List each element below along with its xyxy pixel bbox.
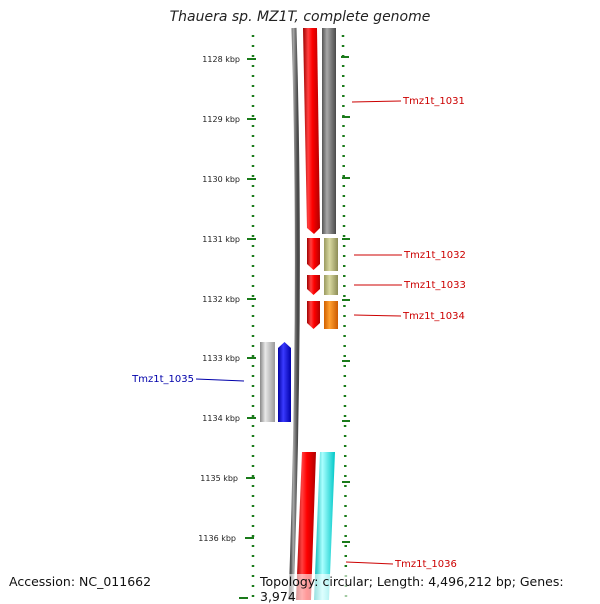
gene-feature-tmz1t-1035[interactable] [278, 342, 291, 422]
tick-label: 1136 kbp [198, 534, 236, 543]
callout-line [351, 100, 402, 103]
cds-feature-tmz1t-1033[interactable] [324, 275, 338, 295]
gene-label-tmz1t-1031[interactable]: Tmz1t_1031 [402, 96, 465, 107]
accession-text: Accession: NC_011662 [9, 574, 152, 589]
cds-feature-tmz1t-1036[interactable] [314, 452, 335, 600]
tick-label: 1129 kbp [202, 115, 240, 124]
tick-label: 1132 kbp [202, 295, 240, 304]
right-major-ticks [341, 56, 350, 543]
tick-labels: 1128 kbp 1129 kbp 1130 kbp 1131 kbp 1132… [198, 55, 240, 543]
cds-feature-tmz1t-1034[interactable] [324, 301, 338, 329]
gene-label-tmz1t-1032[interactable]: Tmz1t_1032 [403, 250, 466, 261]
gene-label-tmz1t-1035[interactable]: Tmz1t_1035 [131, 374, 194, 385]
callout-line [353, 314, 402, 317]
tick-label: 1135 kbp [200, 474, 238, 483]
callout-line [345, 561, 394, 565]
gene-label-tmz1t-1033[interactable]: Tmz1t_1033 [403, 280, 466, 291]
tick-label: 1128 kbp [202, 55, 240, 64]
map-title: Thauera sp. MZ1T, complete genome [169, 9, 431, 25]
gene-feature-tmz1t-1033[interactable] [307, 275, 320, 295]
gene-label-tmz1t-1036[interactable]: Tmz1t_1036 [394, 559, 457, 570]
cds-feature-tmz1t-1032[interactable] [324, 238, 338, 271]
right-dotted-scale [341, 34, 348, 600]
topology-text: Topology: circular; Length: 4,496,212 bp… [260, 574, 600, 604]
gene-feature-tmz1t-1031[interactable] [303, 28, 320, 234]
genome-backbone [288, 27, 300, 600]
tick-label: 1133 kbp [202, 354, 240, 363]
gene-feature-tmz1t-1032[interactable] [307, 238, 320, 270]
tick-label: 1134 kbp [202, 414, 240, 423]
left-major-ticks [239, 58, 256, 599]
tick-label: 1130 kbp [202, 175, 240, 184]
gene-label-tmz1t-1034[interactable]: Tmz1t_1034 [402, 311, 465, 322]
cds-feature-tmz1t-1031[interactable] [322, 28, 336, 234]
callout-line [195, 378, 245, 382]
cds-feature-tmz1t-1035[interactable] [260, 342, 275, 422]
gene-feature-tmz1t-1034[interactable] [307, 301, 320, 329]
gene-feature-tmz1t-1036[interactable] [296, 452, 316, 600]
tick-label: 1131 kbp [202, 235, 240, 244]
callout-lines [195, 100, 402, 565]
